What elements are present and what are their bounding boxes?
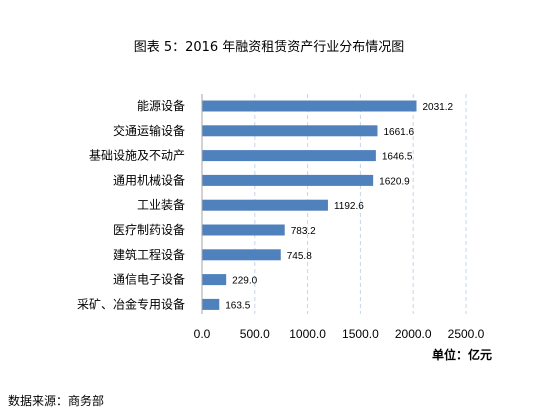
data-label: 1192.6 [334, 201, 364, 212]
category-label: 基础设施及不动产 [89, 149, 185, 163]
category-label: 医疗制药设备 [113, 223, 185, 237]
x-tick-label: 1000.0 [289, 327, 326, 341]
category-label: 交通运输设备 [113, 123, 185, 138]
data-label: 163.5 [225, 300, 250, 311]
x-tick-label: 2500.0 [448, 327, 485, 341]
bar [202, 100, 417, 112]
x-tick-label: 1500.0 [342, 327, 379, 341]
category-label: 通用机械设备 [113, 172, 185, 187]
bar [202, 298, 220, 310]
data-label: 1661.6 [383, 127, 414, 138]
category-label: 采矿、冶金专用设备 [77, 296, 185, 311]
category-label: 能源设备 [137, 99, 185, 113]
bar [202, 249, 281, 261]
category-label: 建筑工程设备 [113, 247, 185, 262]
data-label: 745.8 [287, 251, 312, 262]
data-label: 229.0 [232, 276, 257, 287]
source-note: 数据来源：商务部 [8, 394, 105, 408]
bars [202, 100, 417, 310]
category-label: 工业装备 [137, 198, 185, 212]
x-tick-label: 2000.0 [395, 327, 432, 341]
bar [202, 224, 285, 236]
category-label: 通信电子设备 [113, 273, 185, 287]
bar [202, 150, 376, 162]
bar [202, 274, 227, 286]
x-tick-label: 0.0 [194, 327, 211, 341]
bar [202, 199, 328, 211]
unit-label: 单位：亿元 [432, 348, 493, 362]
x-tick-label: 500.0 [240, 327, 270, 341]
data-label: 2031.2 [422, 102, 453, 113]
chart-title: 图表 5：2016 年融资租赁资产行业分布情况图 [133, 40, 405, 55]
data-label: 1646.5 [382, 152, 413, 163]
data-label: 783.2 [291, 226, 316, 237]
data-label: 1620.9 [379, 176, 410, 187]
labels: 0.0 500.0 1000.0 1500.0 2000.0 2500.0 能源设备 2031… [77, 99, 485, 341]
bar [202, 174, 374, 186]
bar [202, 125, 378, 137]
